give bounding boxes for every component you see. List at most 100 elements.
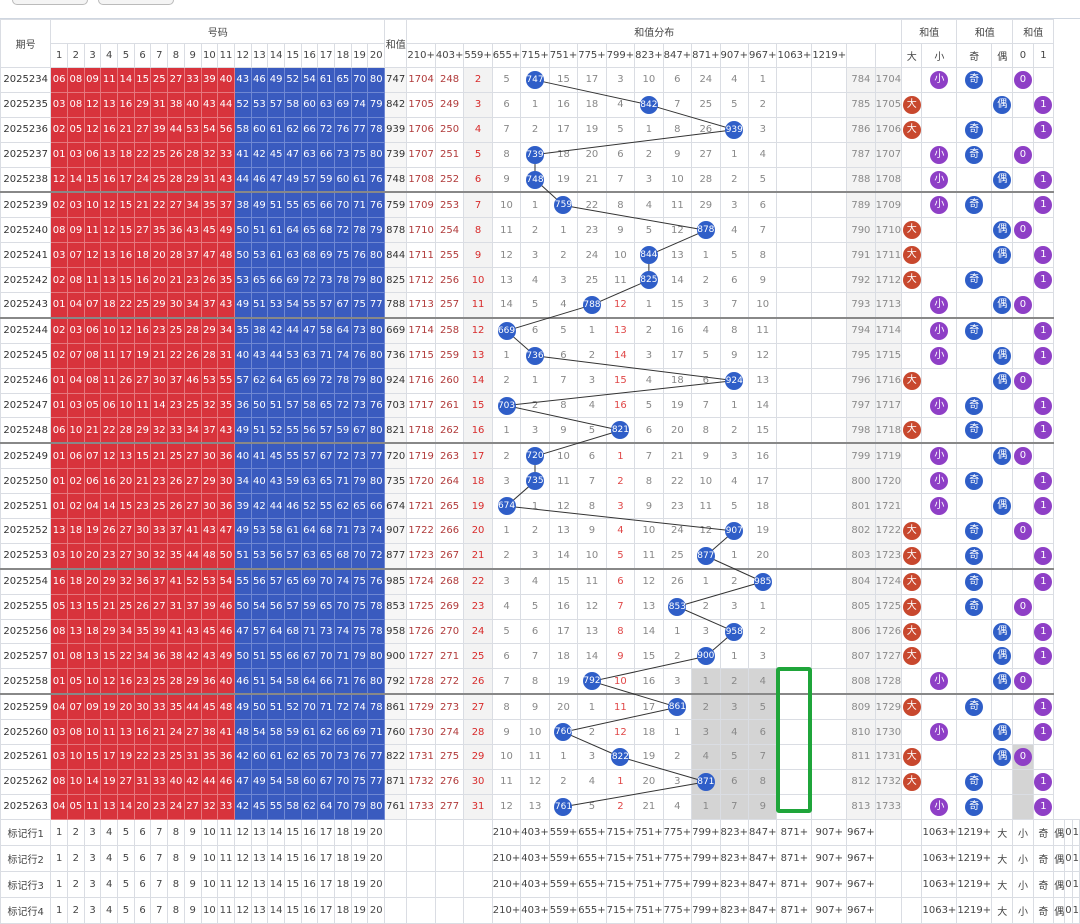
marker-blank	[384, 896, 408, 924]
sum-cell: 844	[384, 242, 408, 269]
number-cell: 69	[350, 719, 369, 746]
number-cell: 66	[300, 116, 319, 143]
sum-ball: 939	[725, 120, 744, 139]
count-cell-c: 2	[463, 67, 493, 93]
number-cell: 15	[83, 166, 102, 193]
number-cell: 65	[350, 493, 369, 520]
count-cell-f: 1722	[874, 518, 903, 544]
marker-dist: 823+	[719, 896, 750, 924]
dist-cell: 8	[548, 392, 579, 419]
period-cell: 2025243	[0, 292, 52, 319]
count-cell-f: 1707	[874, 141, 903, 168]
last-1-cell: 1	[1032, 392, 1055, 419]
size-small-cell	[921, 693, 958, 721]
marker-number: 8	[167, 844, 185, 872]
big-ball: 大	[902, 597, 921, 616]
toolbar-button-1[interactable]	[12, 0, 88, 5]
table-row: 2025257 01 08 13 15 22 34 36 38 42 43 49 50 51 55 66 67 7…	[0, 643, 1080, 670]
number-cell: 02	[67, 493, 85, 520]
header-dist-col: 210+	[406, 43, 436, 68]
number-cell: 53	[267, 292, 285, 319]
count-cell-f: 1716	[874, 367, 903, 394]
parity-odd-cell	[956, 166, 993, 193]
size-small-cell	[921, 618, 958, 645]
number-cell: 41	[183, 518, 202, 544]
dist-cell: 14	[605, 342, 636, 369]
table-row: 2025244 02 03 06 10 12 16 23 25 28 29 34 35 38 42 44 47 5…	[0, 316, 1080, 344]
number-cell: 73	[350, 442, 369, 470]
dist-cell: 900	[691, 643, 721, 670]
number-cell: 65	[317, 593, 336, 620]
dist-cell: 2	[548, 242, 579, 269]
even-ball: 偶	[993, 622, 1012, 641]
marker-dist: 403+	[520, 844, 550, 872]
table-row: 2025258 01 05 10 12 16 23 25 28 29 36 40 46 51 54 58 64 6…	[0, 668, 1080, 695]
marker-last-1: 1	[1071, 844, 1080, 872]
dist-cell: 3	[634, 166, 664, 193]
number-cell: 51	[250, 643, 269, 670]
size-big-cell	[901, 191, 923, 219]
number-cell: 25	[150, 166, 169, 193]
number-cell: 12	[83, 91, 102, 118]
count-cell-c: 8	[463, 217, 493, 244]
parity-even-cell	[991, 392, 1014, 419]
parity-odd-cell	[956, 618, 993, 645]
odd-ball: 奇	[965, 797, 984, 816]
marker-number: 5	[117, 896, 135, 924]
number-cell: 73	[350, 316, 369, 344]
marker-number: 6	[133, 896, 152, 924]
number-cell: 73	[334, 744, 352, 770]
number-cell: 37	[150, 567, 169, 595]
number-cell: 31	[167, 593, 185, 620]
big-ball: 大	[902, 622, 921, 641]
odd-ball: 奇	[965, 546, 984, 565]
header-number-col: 5	[117, 43, 135, 68]
dist-cell: 871	[691, 768, 721, 795]
size-small-cell	[921, 567, 958, 595]
marker-blank	[901, 844, 923, 872]
number-cell: 50	[233, 242, 252, 269]
number-cell: 57	[300, 442, 319, 470]
dist-cell: 14	[748, 392, 778, 419]
header-number-col: 4	[100, 43, 119, 68]
count-cell-b: 273	[434, 693, 465, 721]
last-0-cell	[1012, 768, 1034, 795]
number-cell: 26	[117, 367, 135, 394]
number-cell: 02	[50, 116, 69, 143]
dist-cell: 747	[520, 67, 550, 93]
parity-even-cell	[991, 267, 1014, 294]
number-cell: 61	[300, 719, 319, 746]
number-cell: 44	[267, 342, 285, 369]
number-cell: 28	[167, 166, 185, 193]
last-0-cell	[1012, 542, 1034, 570]
number-cell: 24	[167, 793, 185, 820]
number-cell: 70	[317, 643, 336, 670]
number-cell: 36	[217, 442, 235, 470]
count-cell-c: 14	[463, 367, 493, 394]
top-toolbar	[0, 0, 1080, 19]
marker-blank	[901, 870, 923, 898]
dist-cell: 6	[662, 67, 693, 93]
marker-dist: 847+	[748, 870, 778, 898]
toolbar-button-2[interactable]	[98, 0, 174, 5]
dist-cell: 1	[577, 693, 607, 721]
odd-ball: 奇	[965, 120, 984, 139]
number-cell: 08	[50, 768, 69, 795]
size-small-cell	[921, 267, 958, 294]
marker-number: 13	[250, 870, 269, 898]
count-cell-f: 1704	[874, 67, 903, 93]
dist-cell	[776, 468, 813, 495]
number-cell: 22	[150, 191, 169, 219]
dist-cell: 2	[520, 217, 550, 244]
small-ball: 小	[930, 145, 949, 164]
marker-number: 16	[300, 818, 319, 846]
marker-dist: 1219+	[956, 844, 993, 872]
dist-cell: 1	[748, 593, 778, 620]
parity-even-cell: 偶	[991, 719, 1014, 746]
number-cell: 33	[150, 693, 169, 721]
even-ball: 偶	[993, 497, 1012, 516]
number-cell: 27	[183, 442, 202, 470]
number-cell: 25	[183, 392, 202, 419]
marker-number: 10	[200, 818, 219, 846]
size-big-cell	[901, 166, 923, 193]
